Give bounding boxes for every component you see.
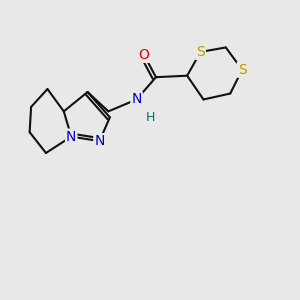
Text: N: N <box>94 134 105 148</box>
Text: S: S <box>196 45 205 59</box>
Text: O: O <box>139 48 149 62</box>
Text: H: H <box>145 111 155 124</box>
Text: N: N <box>131 92 142 106</box>
Text: N: N <box>66 130 76 144</box>
Text: S: S <box>238 63 247 77</box>
